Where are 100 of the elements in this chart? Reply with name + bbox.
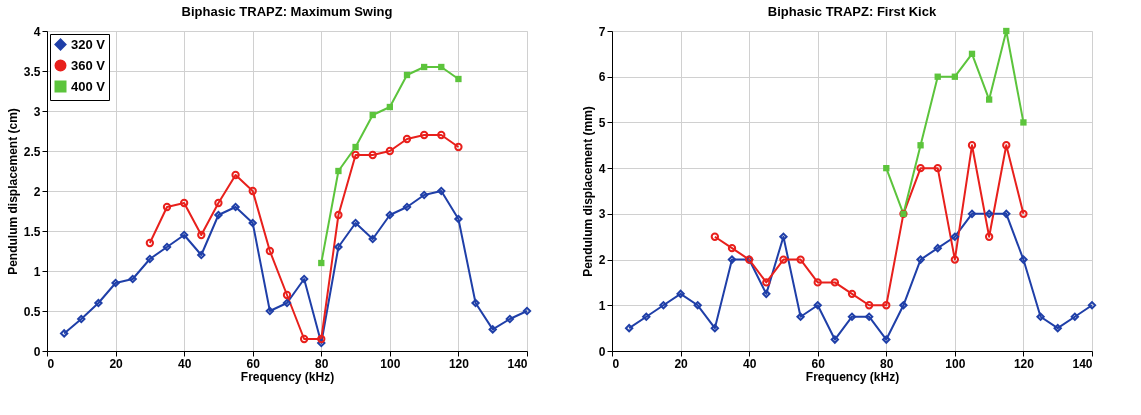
point (403, 71, 411, 79)
point (419, 190, 429, 200)
x-axis-title: Frequency (kHz) (240, 369, 335, 384)
point (624, 323, 634, 333)
x-tick-label: 80 (880, 356, 894, 371)
point (94, 298, 103, 308)
point (385, 146, 395, 156)
point (299, 274, 309, 284)
legend-label: 360 V (71, 57, 106, 73)
point (882, 301, 891, 310)
y-tick-label: 6 (598, 70, 606, 85)
point (282, 290, 292, 300)
point (197, 230, 206, 240)
x-tick-label: 140 (507, 356, 528, 371)
point (1070, 312, 1080, 321)
point (1020, 119, 1027, 126)
point (420, 63, 428, 71)
x-tick-label: 40 (177, 356, 192, 371)
point (984, 232, 994, 241)
y-tick-label: 4 (33, 24, 41, 39)
point (830, 278, 840, 287)
point (282, 298, 292, 308)
point (351, 218, 360, 228)
y-tick-label: 0 (33, 344, 41, 359)
point (402, 202, 412, 212)
point (299, 334, 309, 344)
point (522, 306, 532, 316)
point (796, 255, 805, 264)
point (796, 312, 805, 321)
point (335, 167, 342, 175)
point (351, 150, 360, 160)
y-tick-label: 0.5 (23, 304, 41, 319)
point (1003, 27, 1010, 35)
point (968, 50, 976, 58)
point (933, 243, 942, 253)
x-tick-label: 120 (448, 356, 470, 371)
y-tick-label: 2 (33, 184, 41, 199)
point (882, 335, 891, 344)
point (455, 75, 462, 83)
y-tick-label: 2 (598, 253, 606, 268)
point (779, 255, 788, 264)
point (505, 314, 515, 324)
point (951, 73, 959, 80)
point (813, 278, 822, 287)
point (1053, 323, 1062, 333)
y-tick-label: 3.5 (23, 64, 41, 79)
point (727, 243, 737, 253)
point (369, 111, 376, 119)
x-tick-label: 0 (47, 356, 55, 371)
point (864, 301, 874, 310)
point (437, 130, 446, 140)
point (1036, 312, 1045, 321)
point (967, 209, 977, 219)
y-axis-title: Pendulum displacement (mm) (580, 106, 595, 277)
point (693, 301, 702, 310)
y-tick-label: 4 (598, 161, 606, 176)
point (454, 214, 463, 224)
point (847, 289, 857, 299)
point (318, 259, 325, 267)
point (265, 246, 275, 256)
point (248, 186, 257, 196)
point (471, 298, 480, 308)
point (59, 329, 69, 338)
y-tick-label: 0 (598, 344, 606, 359)
point (899, 301, 908, 310)
chart-title: Biphasic TRAPZ: Maximum Swing (181, 4, 393, 19)
x-tick-label: 120 (1013, 356, 1035, 371)
point (231, 202, 240, 212)
point (934, 73, 941, 80)
x-tick-label: 140 (1072, 356, 1093, 371)
chart-title: Biphasic TRAPZ: First Kick (767, 4, 937, 19)
point (950, 232, 960, 241)
x-axis-title: Frequency (kHz) (805, 369, 900, 384)
point (1002, 209, 1011, 219)
y-tick-label: 1 (598, 298, 606, 313)
legend-label: 320 V (71, 36, 106, 52)
point (916, 163, 925, 173)
y-tick-label: 5 (598, 115, 606, 130)
point (659, 301, 668, 310)
y-tick-label: 3 (33, 104, 41, 119)
point (179, 230, 189, 240)
x-tick-label: 100 (380, 356, 401, 371)
point (642, 312, 651, 321)
point (779, 232, 788, 241)
x-tick-label: 100 (945, 356, 966, 371)
point (1019, 255, 1028, 264)
point (864, 312, 874, 321)
point (1002, 141, 1011, 150)
y-tick-label: 1 (33, 264, 41, 279)
y-tick-label: 7 (598, 24, 606, 39)
x-tick-label: 80 (315, 356, 329, 371)
x-tick-label: 40 (742, 356, 757, 371)
point (438, 63, 445, 71)
point (916, 255, 925, 264)
point (984, 209, 994, 219)
x-tick-label: 60 (811, 356, 826, 371)
x-tick-label: 20 (674, 356, 689, 371)
point (334, 242, 343, 252)
point (385, 210, 395, 220)
point (386, 103, 394, 111)
